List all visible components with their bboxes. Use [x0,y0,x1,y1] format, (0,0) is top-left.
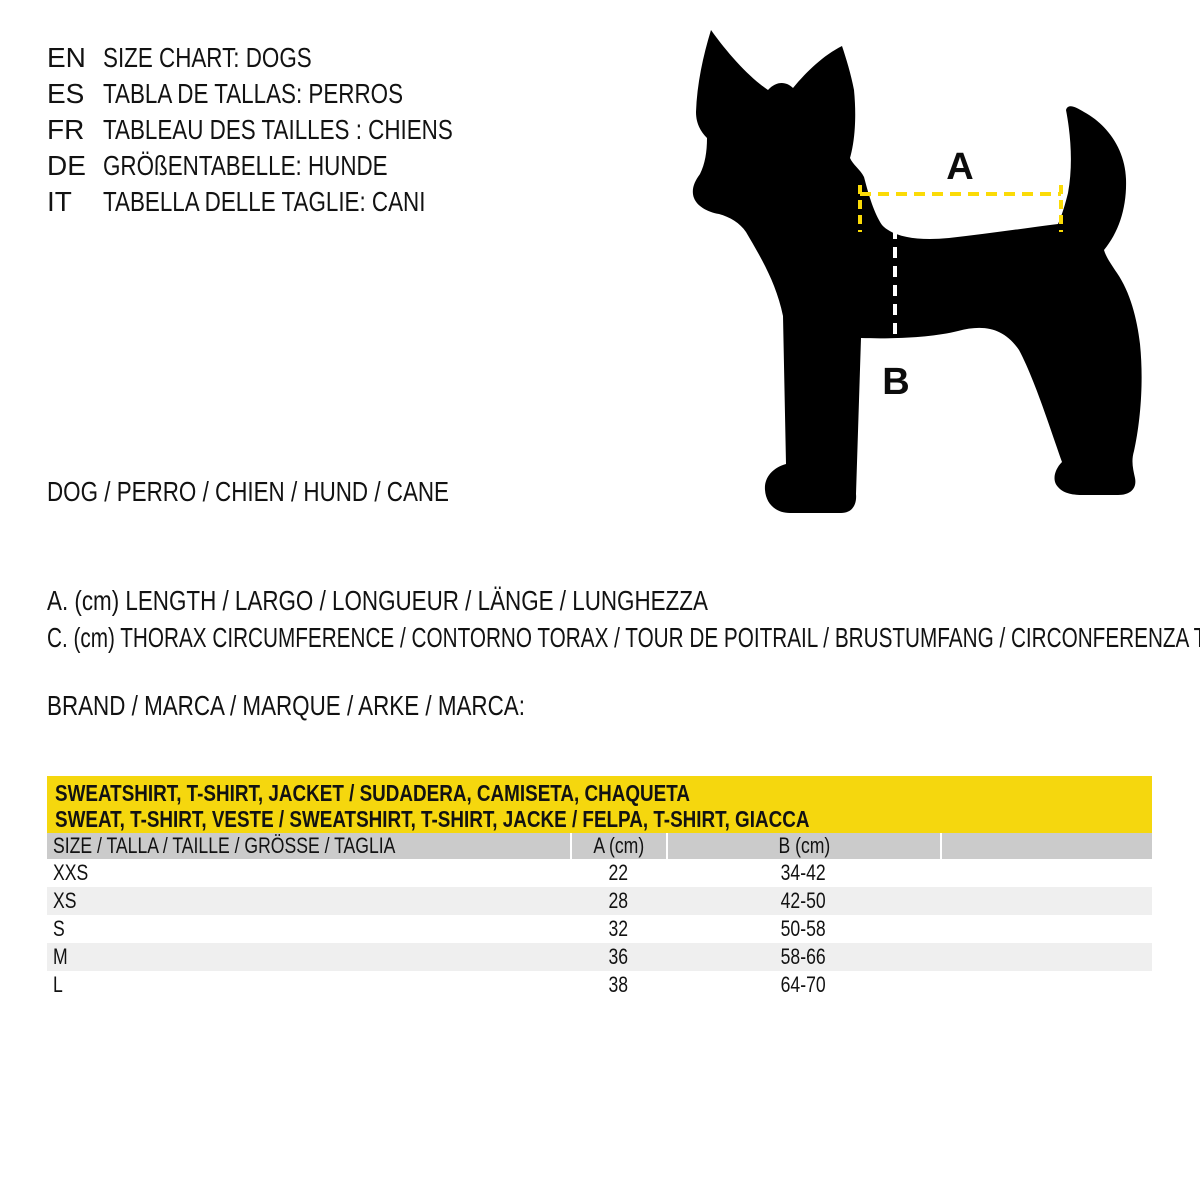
size-table-row: S 32 50-58 [47,915,1152,943]
a-value-cell: 36 [608,944,628,969]
measure-a-label: A [946,146,973,188]
b-value-cell: 58-66 [780,944,826,969]
size-table-row: XS 28 42-50 [47,887,1152,915]
language-row: IT TABELLA DELLE TAGLIE: CANI [47,184,540,220]
language-row: EN SIZE CHART: DOGS [47,40,540,76]
category-banner: SWEATSHIRT, T-SHIRT, JACKET / SUDADERA, … [47,776,1152,833]
measure-b-label: B [882,361,909,403]
language-row: DE GRÖßENTABELLE: HUNDE [47,148,540,184]
language-code: IT [47,186,72,217]
brand-line-text: BRAND / MARCA / MARQUE / ARKE / MARCA: [47,690,525,721]
measurement-line-a: A. (cm) LENGTH / LARGO / LONGUEUR / LÄNG… [47,585,708,616]
b-value-cell: 50-58 [780,916,826,941]
a-value-cell: 38 [608,972,628,997]
a-value-cell: 22 [608,860,628,885]
size-table-row: M 36 58-66 [47,943,1152,971]
language-title-list: EN SIZE CHART: DOGS ES TABLA DE TALLAS: … [47,40,540,220]
language-code: DE [47,150,86,181]
a-value-cell: 32 [608,916,628,941]
language-code: FR [47,114,85,145]
b-value-cell: 64-70 [780,972,826,997]
language-title: GRÖßENTABELLE: HUNDE [103,150,388,181]
b-value-cell: 34-42 [780,860,826,885]
measurement-line-c: C. (cm) THORAX CIRCUMFERENCE / CONTORNO … [47,622,1200,653]
header-b-cell: B (cm) [666,833,940,859]
animal-caption: DOG / PERRO / CHIEN / HUND / CANE [47,476,550,508]
banner-line-1: SWEATSHIRT, T-SHIRT, JACKET / SUDADERA, … [55,780,690,806]
dog-measurement-figure: A B [688,26,1150,518]
b-value-cell: 42-50 [780,888,826,913]
language-code: ES [47,78,85,109]
header-filler-cell [940,833,1152,859]
dog-silhouette-icon [692,30,1142,513]
size-cell: XS [53,888,77,913]
size-table-row: XXS 22 34-42 [47,859,1152,887]
language-title: TABELLA DELLE TAGLIE: CANI [103,186,426,217]
language-title: TABLEAU DES TAILLES : CHIENS [103,114,453,145]
size-table-header: SIZE / TALLA / TAILLE / GRÖSSE / TAGLIA … [47,833,1152,859]
language-title: SIZE CHART: DOGS [103,42,312,73]
header-size-cell: SIZE / TALLA / TAILLE / GRÖSSE / TAGLIA [53,833,396,858]
measurement-legend: A. (cm) LENGTH / LARGO / LONGUEUR / LÄNG… [47,582,1200,656]
size-cell: L [53,972,63,997]
language-title: TABLA DE TALLAS: PERROS [103,78,404,109]
animal-caption-text: DOG / PERRO / CHIEN / HUND / CANE [47,476,449,507]
size-table: SIZE / TALLA / TAILLE / GRÖSSE / TAGLIA … [47,833,1152,999]
language-code: EN [47,42,86,73]
measure-a-line [858,185,1063,232]
size-cell: S [53,916,65,941]
size-cell: XXS [53,860,89,885]
language-row: FR TABLEAU DES TAILLES : CHIENS [47,112,540,148]
language-row: ES TABLA DE TALLAS: PERROS [47,76,540,112]
size-table-row: L 38 64-70 [47,971,1152,999]
a-value-cell: 28 [608,888,628,913]
header-a-cell: A (cm) [570,833,666,859]
banner-line-2: SWEAT, T-SHIRT, VESTE / SWEATSHIRT, T-SH… [55,806,810,832]
size-cell: M [53,944,68,969]
brand-line: BRAND / MARCA / MARQUE / ARKE / MARCA: [47,690,644,722]
